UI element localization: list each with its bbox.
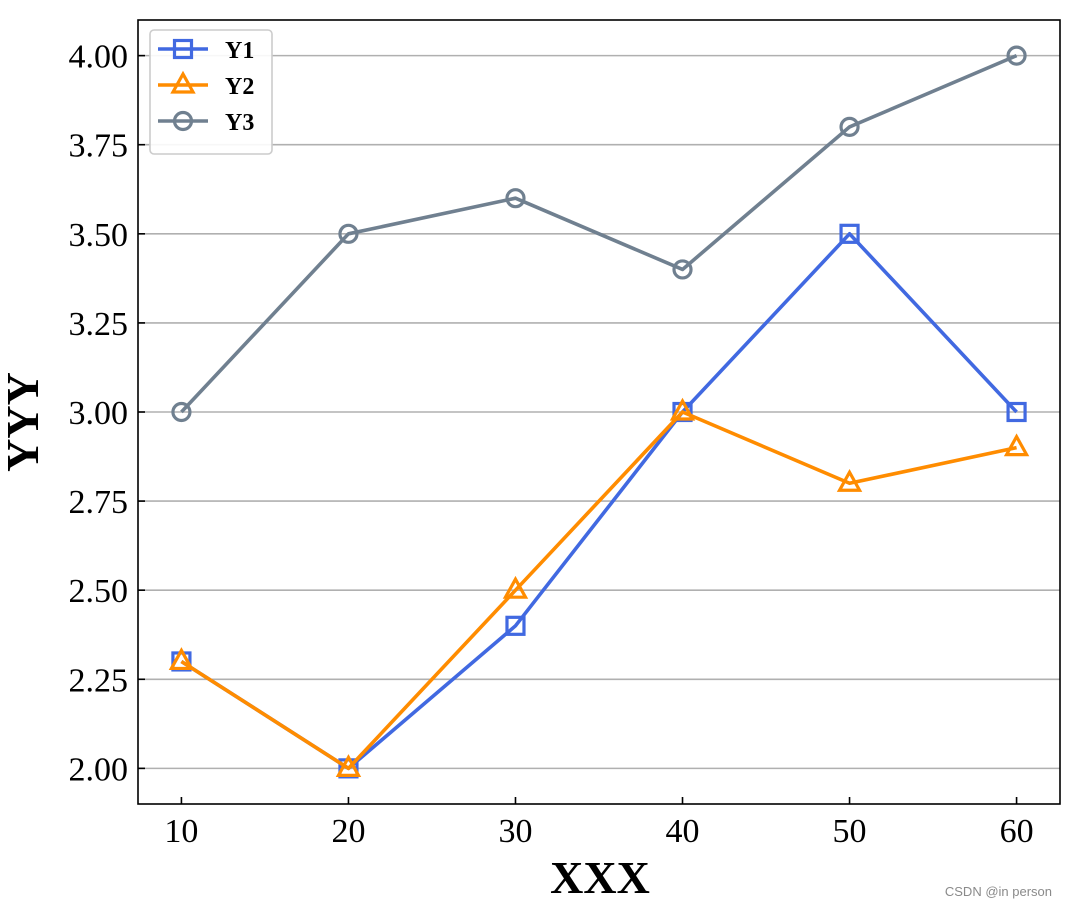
legend-label-y2: Y2	[225, 74, 254, 100]
data-point-y1	[505, 615, 526, 636]
legend-marker-y2	[170, 70, 196, 94]
data-point-y3	[338, 223, 359, 244]
x-tick-label: 20	[331, 813, 365, 850]
x-tick-label: 10	[164, 813, 198, 850]
y-tick-label: 3.25	[69, 306, 129, 343]
x-axis-label: XXX	[550, 852, 650, 903]
data-point-y3	[672, 259, 693, 280]
y-tick-label: 4.00	[69, 39, 129, 76]
y-tick-label: 2.00	[69, 751, 129, 788]
data-point-y3	[1006, 45, 1027, 66]
data-point-y2	[669, 397, 696, 421]
y-tick-label: 2.75	[69, 484, 129, 521]
legend: Y1 Y2 Y3	[149, 29, 273, 155]
y-tick-label: 3.50	[69, 217, 129, 254]
y-tick-label: 3.00	[69, 395, 129, 432]
series-line-y3	[180, 53, 1018, 414]
series-y3	[171, 45, 1027, 423]
legend-box	[149, 29, 273, 155]
data-point-y2	[335, 754, 362, 777]
legend-label-y1: Y1	[225, 38, 254, 64]
data-point-y3	[839, 116, 860, 138]
data-point-y1	[839, 223, 860, 244]
x-tick-label: 50	[833, 813, 867, 850]
y-tick-label: 3.75	[69, 128, 129, 165]
grid-lines	[138, 54, 1060, 770]
y-axis-label: YYY	[0, 372, 48, 472]
y-axis: 2.00 2.25 2.50 2.75 3.00 3.25 3.50 3.75 4.00	[69, 39, 145, 788]
data-point-y3	[171, 401, 192, 423]
x-tick-label: 40	[666, 813, 700, 850]
data-point-y2	[1003, 433, 1030, 457]
series-line-y2	[180, 410, 1017, 771]
data-point-y2	[836, 468, 863, 492]
x-tick-label: 60	[1000, 813, 1034, 850]
legend-label-y3: Y3	[225, 110, 254, 136]
data-point-y1	[1006, 401, 1027, 423]
series-y2	[168, 397, 1030, 777]
data-point-y2	[168, 647, 195, 671]
y-tick-label: 2.25	[69, 662, 129, 699]
watermark: CSDN @in person	[944, 884, 1052, 899]
legend-marker-y3	[172, 110, 194, 132]
data-point-y3	[505, 188, 526, 209]
y-tick-label: 2.50	[69, 573, 129, 610]
data-point-y2	[502, 575, 529, 599]
legend-marker-y1	[172, 38, 194, 60]
x-tick-label: 30	[498, 813, 532, 850]
x-axis: 10 20 30 40 50 60	[164, 797, 1034, 850]
